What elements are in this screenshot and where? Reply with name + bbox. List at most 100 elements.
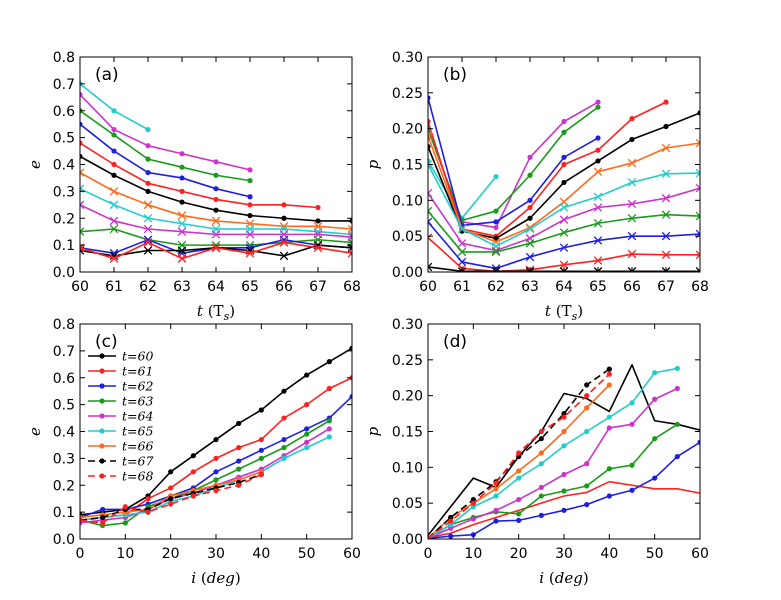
data-point [695,168,700,178]
data-point [111,172,117,178]
y-tick-label: 0.10 [392,460,423,476]
y-tick-label: 0.1 [53,505,75,521]
series-blue-dot-3 [80,121,253,200]
y-tick-label: 0.4 [53,158,75,174]
data-point [516,511,522,517]
data-point [211,216,221,226]
series-line [80,110,251,182]
data-point [428,535,431,539]
data-point [661,169,671,179]
data-point [606,493,612,499]
data-point [145,156,151,162]
data-point [245,248,255,258]
y-tick-label: 0.05 [392,496,423,512]
x-tick-label: 60 [71,279,89,295]
plot-area [428,95,700,272]
series-line [428,387,678,539]
plot-area [428,364,700,539]
data-point [493,480,499,486]
data-point [304,426,310,432]
x-axis-label: t (Ts) [197,302,235,323]
data-point [493,174,499,180]
data-point [538,436,544,442]
legend-marker [99,413,105,419]
legend-marker [99,368,105,374]
legend: t=60t=61t=62t=63t=64t=65t=66t=67t=68 [88,349,153,484]
data-point [179,175,185,181]
x-tick-label: 50 [298,546,316,562]
series-black-dot-5 [80,153,352,224]
data-point [516,475,522,481]
data-point [559,215,569,224]
data-point [168,469,174,475]
data-point [525,224,535,234]
data-point [109,187,119,196]
x-tick-label: 63 [173,279,191,295]
data-point [177,219,187,228]
data-point [559,243,569,252]
y-tick-label: 0.00 [392,532,423,548]
data-point [247,167,253,173]
series-line [80,123,251,198]
data-point [122,520,128,526]
x-tick-label: 61 [453,279,471,295]
series-line [428,160,497,220]
y-tick-label: 0.30 [392,317,423,333]
data-point [561,118,567,125]
x-tick-label: 10 [116,546,134,562]
data-point [516,496,522,503]
y-tick-label: 0.05 [392,229,423,245]
x-tick-label: 60 [343,546,361,562]
data-point [213,196,219,203]
x-tick-label: 30 [207,546,225,562]
data-point [627,231,637,241]
x-axis-label-close: ) [229,302,235,320]
data-point [111,108,117,114]
x-tick-label: 64 [555,279,573,295]
data-point [561,410,567,417]
x-axis-label-sub: s [224,310,230,323]
data-point [304,439,310,445]
data-point [258,455,264,461]
y-tick-label: 0.8 [53,50,75,66]
data-point [538,512,544,518]
legend-marker [99,428,105,434]
data-point [326,434,332,440]
x-axis-label-main: i [191,569,201,587]
x-tick-label: 20 [162,546,180,562]
y-tick-label: 0.10 [392,193,423,209]
data-point [595,104,601,110]
data-point [593,192,603,202]
data-point [629,116,635,122]
data-point [561,161,567,168]
data-point [213,477,219,483]
y-tick-label: 0.2 [53,478,75,494]
x-tick-label: 67 [309,279,327,295]
data-point [470,504,476,510]
data-point [245,230,255,239]
series-t-60 [428,364,700,536]
data-point [145,188,151,194]
data-point [143,224,153,234]
data-point [661,231,671,241]
data-point [457,239,467,248]
data-point [593,236,603,245]
data-point [595,147,601,153]
data-point [652,396,658,402]
data-point [213,469,219,475]
legend-item: t=62 [88,379,153,394]
data-point [168,496,174,502]
x-tick-label: 63 [521,279,539,295]
data-point [109,200,119,210]
panel-d: 0 10 20 30 40 50 60 0.00 0.05 0.10 0.15 0.20 0.25 0.3… [364,317,709,587]
legend-marker [99,353,105,359]
data-point [304,445,310,451]
data-point [538,450,544,456]
data-point [448,522,454,528]
data-point [527,215,533,221]
y-tick-label: 0.15 [392,425,423,441]
data-point [593,256,603,265]
data-point [281,215,287,221]
x-tick-label: 0 [424,546,433,562]
data-point [247,178,253,184]
